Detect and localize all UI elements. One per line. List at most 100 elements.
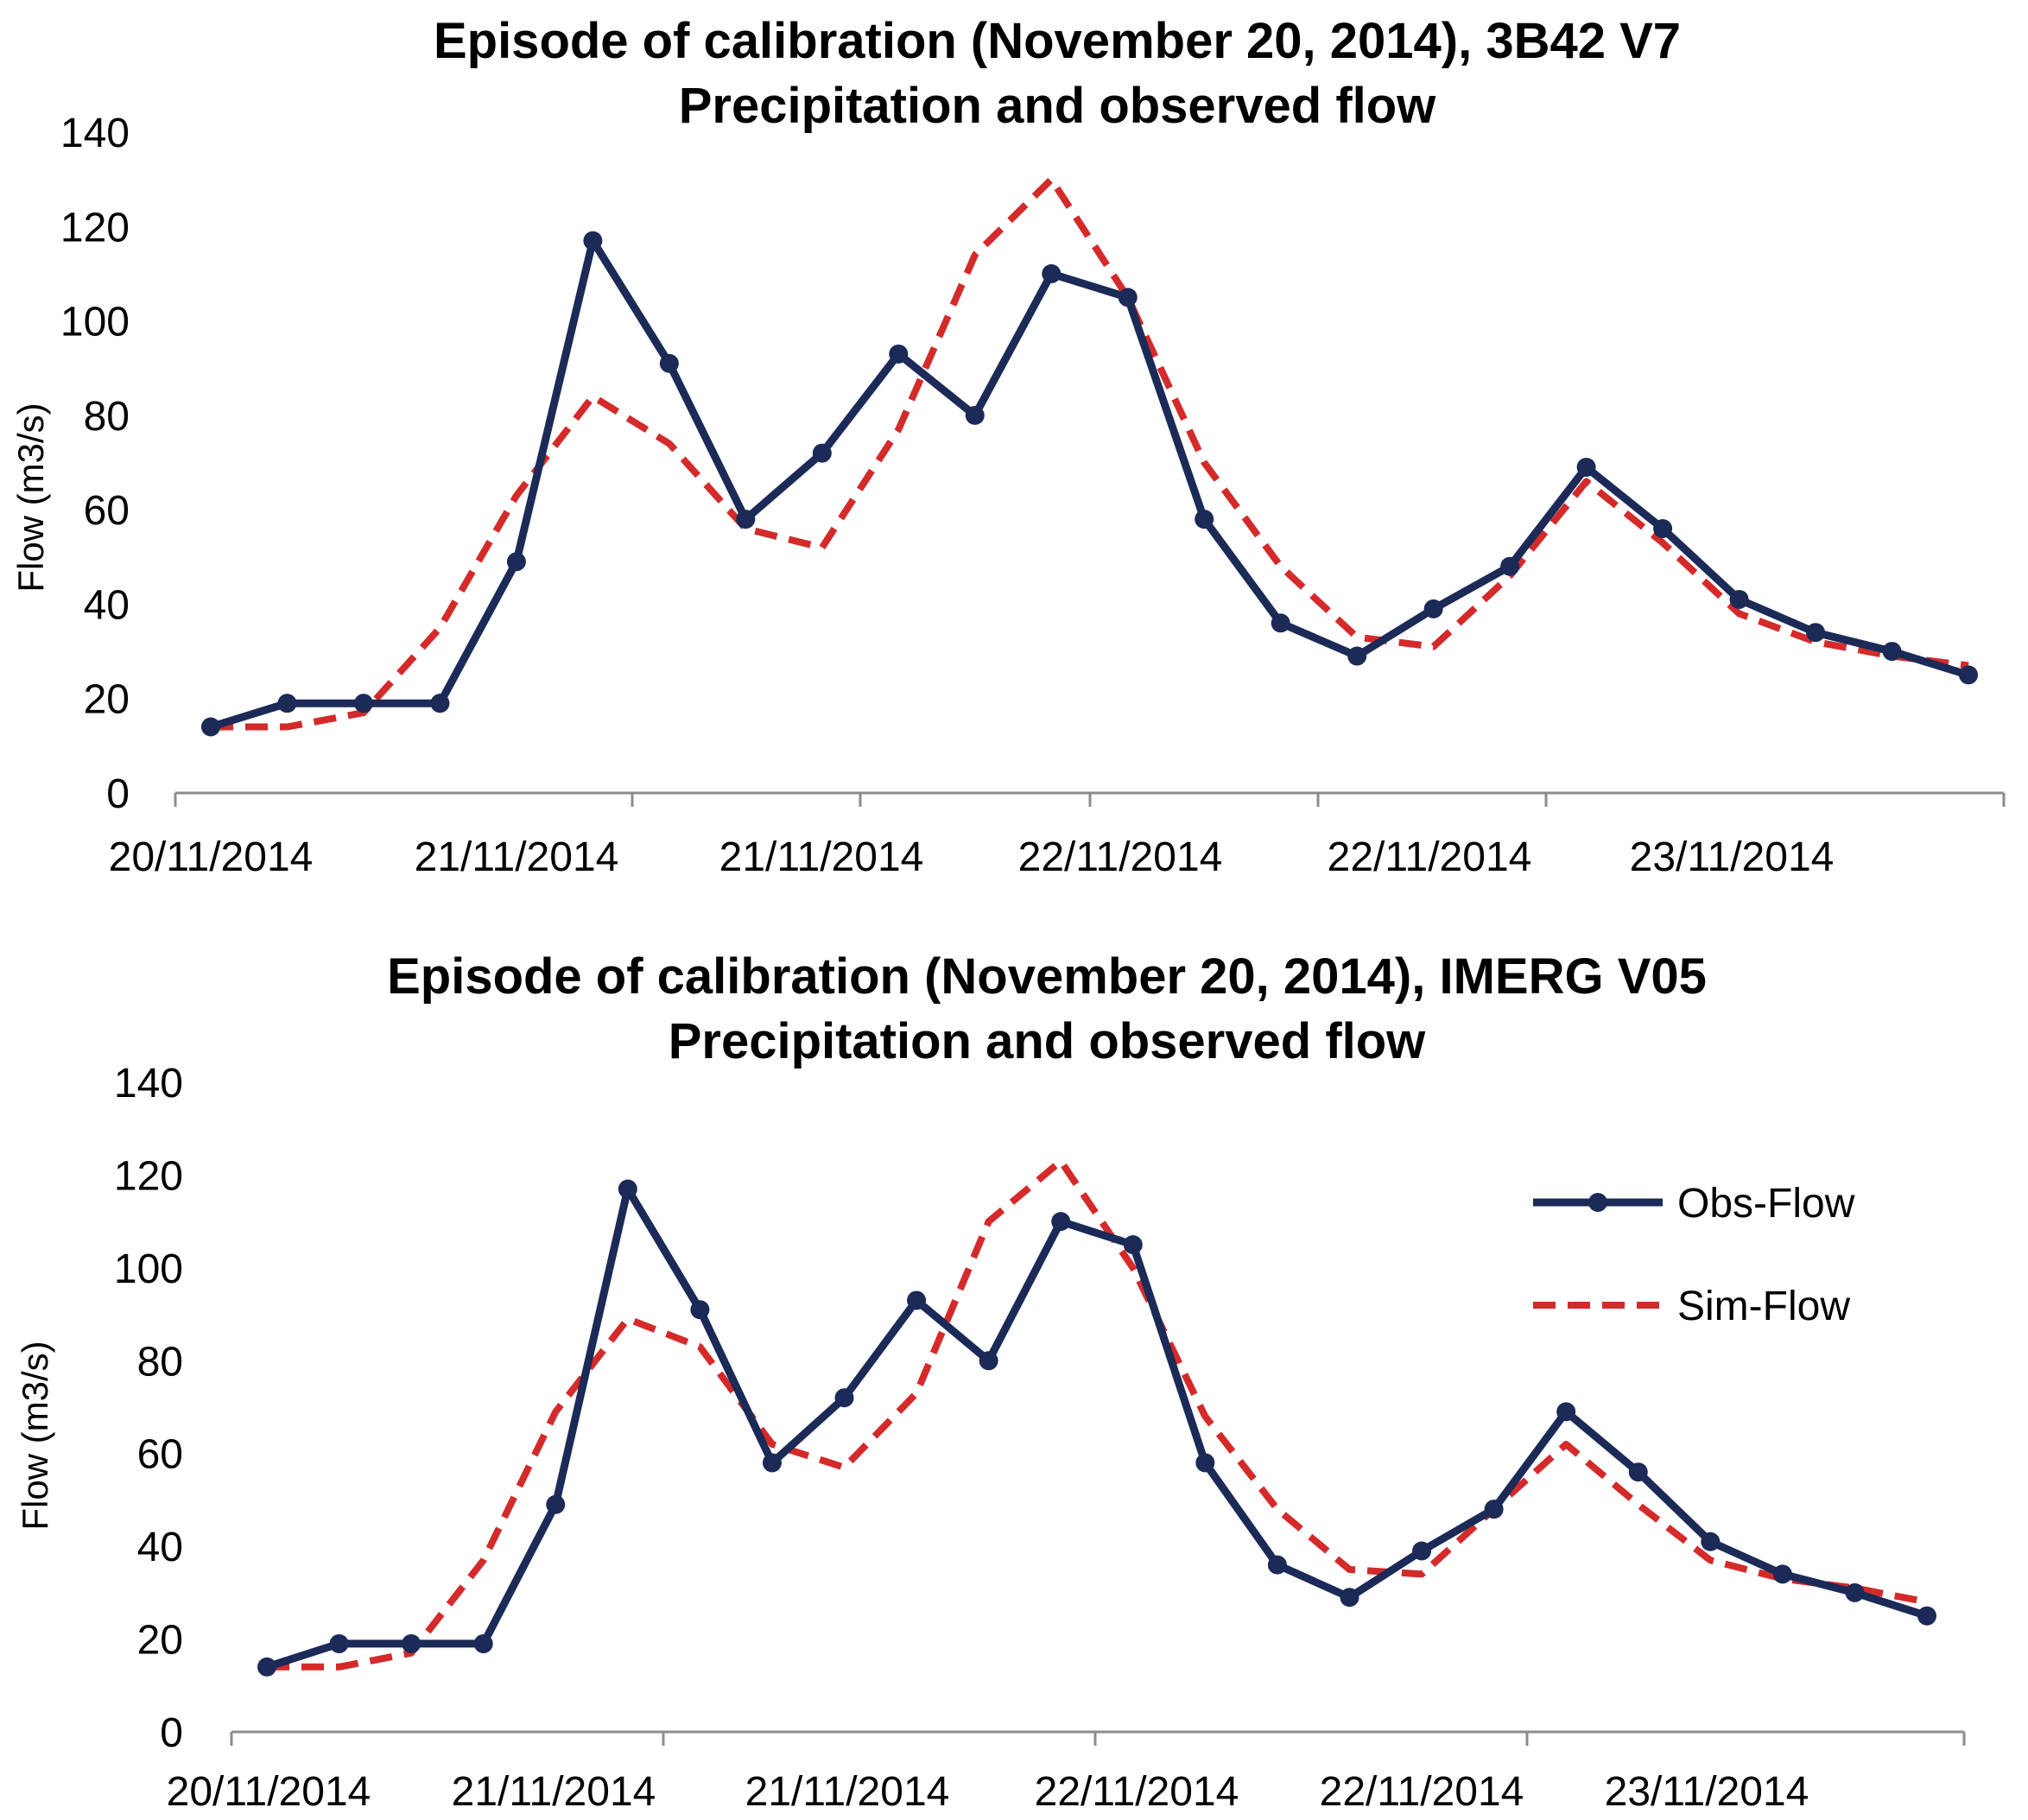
chart1-series-obs-flow-point: [1576, 457, 1596, 477]
chart2-series-obs-flow-point: [907, 1290, 927, 1310]
chart1-series-obs-flow-point: [430, 694, 450, 713]
chart2-series-obs-flow-point: [690, 1300, 710, 1320]
chart2-y-tick-0: 0: [160, 1710, 183, 1756]
legend-obs-label: Obs-Flow: [1677, 1181, 1855, 1227]
chart2-series-obs-flow-point: [1267, 1555, 1287, 1575]
chart1-y-tick-120: 120: [60, 205, 130, 250]
chart1-series-obs-flow-point: [1195, 510, 1214, 530]
chart2-x-tick-labels: 20/11/2014 21/11/2014 21/11/2014 22/11/2014…: [167, 1769, 1809, 1815]
chart1-series-obs-flow-point: [1729, 589, 1749, 609]
chart1-series-sim-flow-line: [211, 175, 1969, 731]
chart1-series-obs-flow-point: [1500, 556, 1520, 576]
chart1-title-line2: Precipitation and observed flow: [679, 78, 1436, 134]
chart1-y-ticks: 0 20 40 60 80 100 120 140: [60, 111, 130, 817]
chart-imerg-v05: Episode of calibration (November 20, 201…: [15, 948, 1966, 1815]
chart1-series-obs-flow-point: [1042, 263, 1062, 283]
chart1-series-obs-flow-point: [1347, 646, 1367, 666]
chart1-y-tick-0: 0: [106, 771, 130, 817]
legend-item-sim-flow: Sim-Flow: [1533, 1284, 1850, 1329]
chart2-series-obs-flow-point: [834, 1388, 854, 1408]
chart1-y-axis-label: Flow (m3/s): [10, 403, 51, 592]
chart1-x-tick-label: 20/11/2014: [109, 834, 314, 880]
chart1-series-obs-flow-point: [1423, 599, 1443, 618]
chart2-series-obs-flow-point: [1628, 1462, 1648, 1482]
chart2-series-obs-flow-point: [1412, 1541, 1432, 1561]
chart2-x-tick-label: 20/11/2014: [167, 1769, 371, 1815]
chart2-y-tick-140: 140: [114, 1061, 183, 1107]
chart1-x-axis: [174, 791, 2006, 807]
chart1-series-obs-flow-point: [889, 344, 909, 364]
legend-obs-marker: [1588, 1193, 1607, 1212]
chart1-series-obs-flow-point: [1806, 623, 1826, 643]
chart1-series-obs-flow-point: [506, 552, 526, 572]
chart2-series-obs-flow-point: [1484, 1500, 1504, 1519]
chart2-y-tick-80: 80: [137, 1339, 183, 1385]
chart2-series-obs-flow-point: [1556, 1402, 1576, 1422]
chart2-series-obs-flow-point: [329, 1633, 349, 1653]
chart1-y-tick-80: 80: [84, 394, 130, 440]
chart1-series-obs-flow-point: [659, 353, 679, 373]
chart-3b42-v7: Episode of calibration (November 20, 201…: [10, 13, 2006, 880]
chart2-y-tick-20: 20: [137, 1618, 183, 1664]
chart1-series-obs-flow-point: [736, 510, 756, 530]
chart1-x-tick-labels: 20/11/2014 21/11/2014 21/11/2014 22/11/2014…: [109, 834, 1835, 880]
chart2-series-obs-flow-point: [1845, 1582, 1865, 1602]
chart2-series-obs-flow-line: [265, 1185, 1929, 1671]
legend-sim-label: Sim-Flow: [1677, 1284, 1850, 1329]
chart2-series-obs-flow-point: [1701, 1531, 1721, 1551]
chart2-series-sim-flow-line: [267, 1157, 1928, 1671]
chart1-series-obs-flow-point: [583, 231, 603, 250]
chart1-series-obs-flow-point: [277, 694, 297, 713]
chart2-series-obs-flow-point: [1917, 1606, 1936, 1626]
chart2-series-obs-flow-point: [1772, 1564, 1792, 1584]
chart1-series-obs-flow-point: [1118, 288, 1138, 308]
chart2-series: [257, 1157, 1936, 1677]
chart1-x-tick-label: 21/11/2014: [415, 834, 619, 880]
chart2-y-tick-100: 100: [114, 1246, 183, 1292]
chart1-series-obs-flow-point: [965, 405, 985, 425]
chart1-series-obs-flow-point: [1653, 519, 1673, 538]
chart1-y-tick-20: 20: [84, 677, 130, 723]
chart1-series-obs-flow-line: [209, 237, 1970, 731]
chart2-title-line1: Episode of calibration (November 20, 201…: [387, 948, 1707, 1005]
chart2-y-tick-60: 60: [137, 1432, 183, 1478]
chart1-series-obs-flow-point: [1882, 642, 1902, 662]
chart1-series-obs-flow-point: [812, 443, 832, 463]
chart1-x-tick-label: 22/11/2014: [1018, 834, 1223, 880]
chart1-series-obs-flow-point: [1271, 613, 1290, 633]
chart2-series-obs-flow-point: [1340, 1588, 1359, 1608]
chart1-series-obs-flow-point: [201, 717, 220, 737]
chart2-y-tick-120: 120: [114, 1153, 183, 1199]
chart2-legend: Obs-Flow Sim-Flow: [1533, 1181, 1855, 1329]
chart2-x-axis: [230, 1730, 1966, 1746]
chart1-series-obs-flow-point: [353, 694, 373, 713]
chart2-series-obs-flow-point: [546, 1494, 566, 1514]
chart1-x-tick-label: 23/11/2014: [1630, 834, 1835, 880]
chart1-y-tick-100: 100: [60, 300, 130, 346]
chart2-series-obs-flow-point: [762, 1453, 782, 1473]
chart1-y-tick-40: 40: [84, 582, 130, 628]
chart1-series: [201, 175, 1978, 737]
chart2-y-tick-40: 40: [137, 1525, 183, 1570]
chart2-y-ticks: 0 20 40 60 80 100 120 140: [114, 1061, 183, 1756]
chart1-x-tick-label: 22/11/2014: [1328, 834, 1532, 880]
chart2-series-obs-flow-point: [1051, 1212, 1071, 1232]
chart2-series-obs-flow-point: [402, 1633, 421, 1653]
chart2-x-tick-label: 21/11/2014: [452, 1769, 656, 1815]
chart2-series-obs-flow-point: [979, 1351, 998, 1371]
chart2-x-tick-label: 23/11/2014: [1605, 1769, 1809, 1815]
chart1-y-tick-60: 60: [84, 488, 130, 534]
chart1-series-obs-flow-point: [1959, 665, 1978, 685]
chart2-x-tick-label: 22/11/2014: [1320, 1769, 1524, 1815]
chart2-series-obs-flow-point: [473, 1633, 493, 1653]
chart1-x-tick-label: 21/11/2014: [719, 834, 924, 880]
chart2-series-obs-flow-point: [618, 1179, 637, 1199]
legend-item-obs-flow: Obs-Flow: [1533, 1181, 1855, 1227]
chart2-x-tick-label: 22/11/2014: [1035, 1769, 1239, 1815]
chart1-title-line1: Episode of calibration (November 20, 201…: [434, 13, 1681, 69]
chart2-series-obs-flow-point: [1123, 1235, 1143, 1254]
chart2-x-tick-label: 21/11/2014: [745, 1769, 950, 1815]
chart2-title-line2: Precipitation and observed flow: [669, 1013, 1426, 1069]
chart2-series-obs-flow-point: [257, 1657, 276, 1677]
